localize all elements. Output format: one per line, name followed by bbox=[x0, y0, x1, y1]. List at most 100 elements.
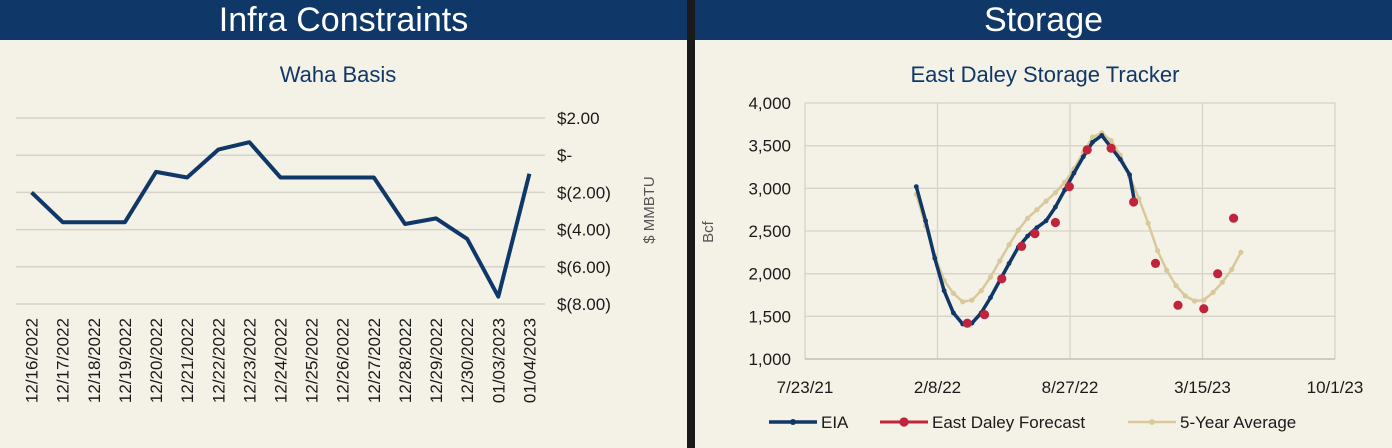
five-year-average-point bbox=[1034, 207, 1040, 213]
forecast-point bbox=[1199, 304, 1209, 314]
forecast-point bbox=[997, 274, 1007, 284]
eia-legend-marker bbox=[790, 419, 796, 425]
storage-x-tick-label: 3/15/23 bbox=[1174, 378, 1231, 397]
forecast-point bbox=[962, 318, 972, 328]
five-year-average-point bbox=[1089, 134, 1096, 140]
five-year-average-point bbox=[1052, 190, 1058, 196]
five-year-average-point bbox=[978, 288, 984, 294]
waha-x-tick-label: 12/25/2022 bbox=[303, 318, 322, 403]
storage-y-axis-title: Bcf bbox=[700, 220, 717, 243]
five-year-average-point bbox=[1015, 227, 1021, 233]
five-year-average-point bbox=[1201, 297, 1207, 303]
eia-point bbox=[1071, 170, 1077, 176]
forecast-point bbox=[1213, 269, 1223, 279]
five-year-average-point bbox=[1229, 266, 1235, 272]
storage-series bbox=[913, 130, 1244, 328]
five-year-average-point bbox=[1043, 198, 1049, 204]
five-year-average-point bbox=[1238, 249, 1244, 255]
storage-chart-title: East Daley Storage Tracker bbox=[910, 62, 1179, 87]
eia-point bbox=[913, 184, 919, 190]
forecast-point bbox=[1030, 229, 1040, 239]
storage-y-tick-label: 3,000 bbox=[748, 179, 791, 198]
forecast-point bbox=[979, 310, 990, 320]
eia-point bbox=[1090, 139, 1095, 145]
waha-chart-title: Waha Basis bbox=[280, 62, 397, 87]
five-year-average-series-line bbox=[915, 131, 1243, 304]
waha-x-tick-label: 12/16/2022 bbox=[23, 318, 42, 403]
eia-point bbox=[941, 288, 947, 294]
eia-point bbox=[1043, 218, 1049, 224]
eia-point bbox=[1117, 156, 1123, 162]
five-year-average-point bbox=[969, 297, 975, 303]
storage-x-tick-label: 7/23/21 bbox=[777, 378, 834, 397]
waha-x-tick-label: 12/29/2022 bbox=[427, 318, 446, 403]
forecast-point bbox=[1173, 300, 1183, 310]
storage-x-tick-label: 10/1/23 bbox=[1307, 378, 1364, 397]
five-year-average-point bbox=[1173, 283, 1179, 289]
eia-point bbox=[951, 310, 956, 316]
forecast-legend-label: East Daley Forecast bbox=[932, 413, 1085, 432]
waha-x-tick-label: 12/26/2022 bbox=[334, 318, 353, 403]
storage-y-tick-label: 2,500 bbox=[748, 222, 791, 241]
storage-tracker-chart: East Daley Storage Tracker 1,000 1,500 2,0… bbox=[700, 62, 1364, 432]
waha-x-tick-label: 01/03/2023 bbox=[489, 318, 508, 403]
storage-panel: Storage East Daley Storage Tracker 1,000… bbox=[695, 0, 1392, 448]
infra-constraints-banner: Infra Constraints bbox=[0, 0, 687, 40]
waha-x-tick-label: 12/28/2022 bbox=[396, 318, 415, 403]
waha-x-tick-label: 12/30/2022 bbox=[458, 318, 477, 403]
waha-x-tick-label: 12/20/2022 bbox=[147, 318, 166, 403]
eia-point bbox=[988, 295, 993, 300]
waha-x-tick-label: 01/04/2023 bbox=[520, 318, 539, 403]
storage-legend: EIA East Daley Forecast 5-Year Average bbox=[769, 413, 1296, 432]
waha-x-tick-label: 12/22/2022 bbox=[209, 318, 228, 403]
eia-series-line bbox=[914, 133, 1137, 326]
waha-x-tick-label: 12/21/2022 bbox=[178, 318, 197, 403]
five-year-average-point bbox=[1025, 215, 1031, 221]
five-year-average-point bbox=[1145, 220, 1151, 226]
five-year-average-point bbox=[960, 299, 966, 305]
five-year-average-point bbox=[1219, 279, 1225, 285]
storage-y-tick-labels: 1,000 1,500 2,000 2,500 3,000 3,500 4,000 bbox=[748, 94, 791, 369]
five-year-average-point bbox=[1210, 289, 1216, 295]
forecast-point bbox=[1106, 143, 1116, 153]
five-year-average-point bbox=[1006, 242, 1012, 248]
waha-y-tick-label: $(4.00) bbox=[557, 221, 611, 240]
forecast-point bbox=[1082, 145, 1092, 155]
eia-point bbox=[1034, 225, 1040, 231]
five-year-average-legend-marker bbox=[1149, 419, 1155, 425]
storage-y-tick-label: 4,000 bbox=[748, 94, 791, 113]
forecast-point bbox=[1129, 197, 1139, 207]
forecast-legend-marker bbox=[899, 417, 909, 427]
storage-x-tick-labels: 7/23/21 2/8/22 8/27/22 3/15/23 10/1/23 bbox=[777, 378, 1364, 397]
waha-x-tick-label: 12/24/2022 bbox=[272, 318, 291, 403]
waha-y-tick-label: $(2.00) bbox=[557, 183, 611, 202]
storage-y-tick-label: 3,500 bbox=[748, 137, 791, 156]
storage-y-tick-label: 1,500 bbox=[748, 307, 791, 326]
waha-x-tick-label: 12/27/2022 bbox=[365, 318, 384, 403]
infra-constraints-panel: Infra Constraints Waha Basis $2.00 $- $(2.… bbox=[0, 0, 687, 448]
waha-y-tick-label: $(8.00) bbox=[557, 295, 611, 314]
storage-x-tick-label: 8/27/22 bbox=[1042, 378, 1099, 397]
forecast-point bbox=[1050, 217, 1060, 228]
waha-y-axis-title: $ MMBTU bbox=[641, 176, 658, 244]
storage-y-tick-label: 1,000 bbox=[748, 350, 791, 369]
eia-point bbox=[923, 218, 928, 224]
eia-point bbox=[1006, 261, 1012, 266]
eia-point bbox=[1053, 204, 1058, 210]
five-year-average-point bbox=[1192, 298, 1198, 304]
five-year-average-legend-label: 5-Year Average bbox=[1180, 413, 1296, 432]
waha-basis-chart: Waha Basis $2.00$-$(2.00)$(4.00)$(6.00)$… bbox=[16, 62, 658, 403]
five-year-average-point bbox=[997, 258, 1003, 264]
storage-gridlines bbox=[804, 102, 1336, 360]
forecast-point bbox=[1064, 182, 1074, 192]
five-year-average-point bbox=[950, 290, 956, 296]
waha-y-tick-label: $- bbox=[557, 146, 572, 165]
forecast-point bbox=[1229, 213, 1239, 223]
waha-x-tick-label: 12/23/2022 bbox=[240, 318, 259, 403]
waha-x-tick-labels: 12/16/2022 12/17/2022 12/18/2022 12/19/2022… bbox=[23, 318, 540, 403]
five-year-average-point bbox=[987, 274, 994, 280]
waha-basis-series-line bbox=[30, 140, 532, 299]
forecast-point bbox=[1150, 258, 1161, 268]
waha-y-tick-label: $(6.00) bbox=[557, 258, 611, 277]
eia-legend-label: EIA bbox=[821, 413, 849, 432]
